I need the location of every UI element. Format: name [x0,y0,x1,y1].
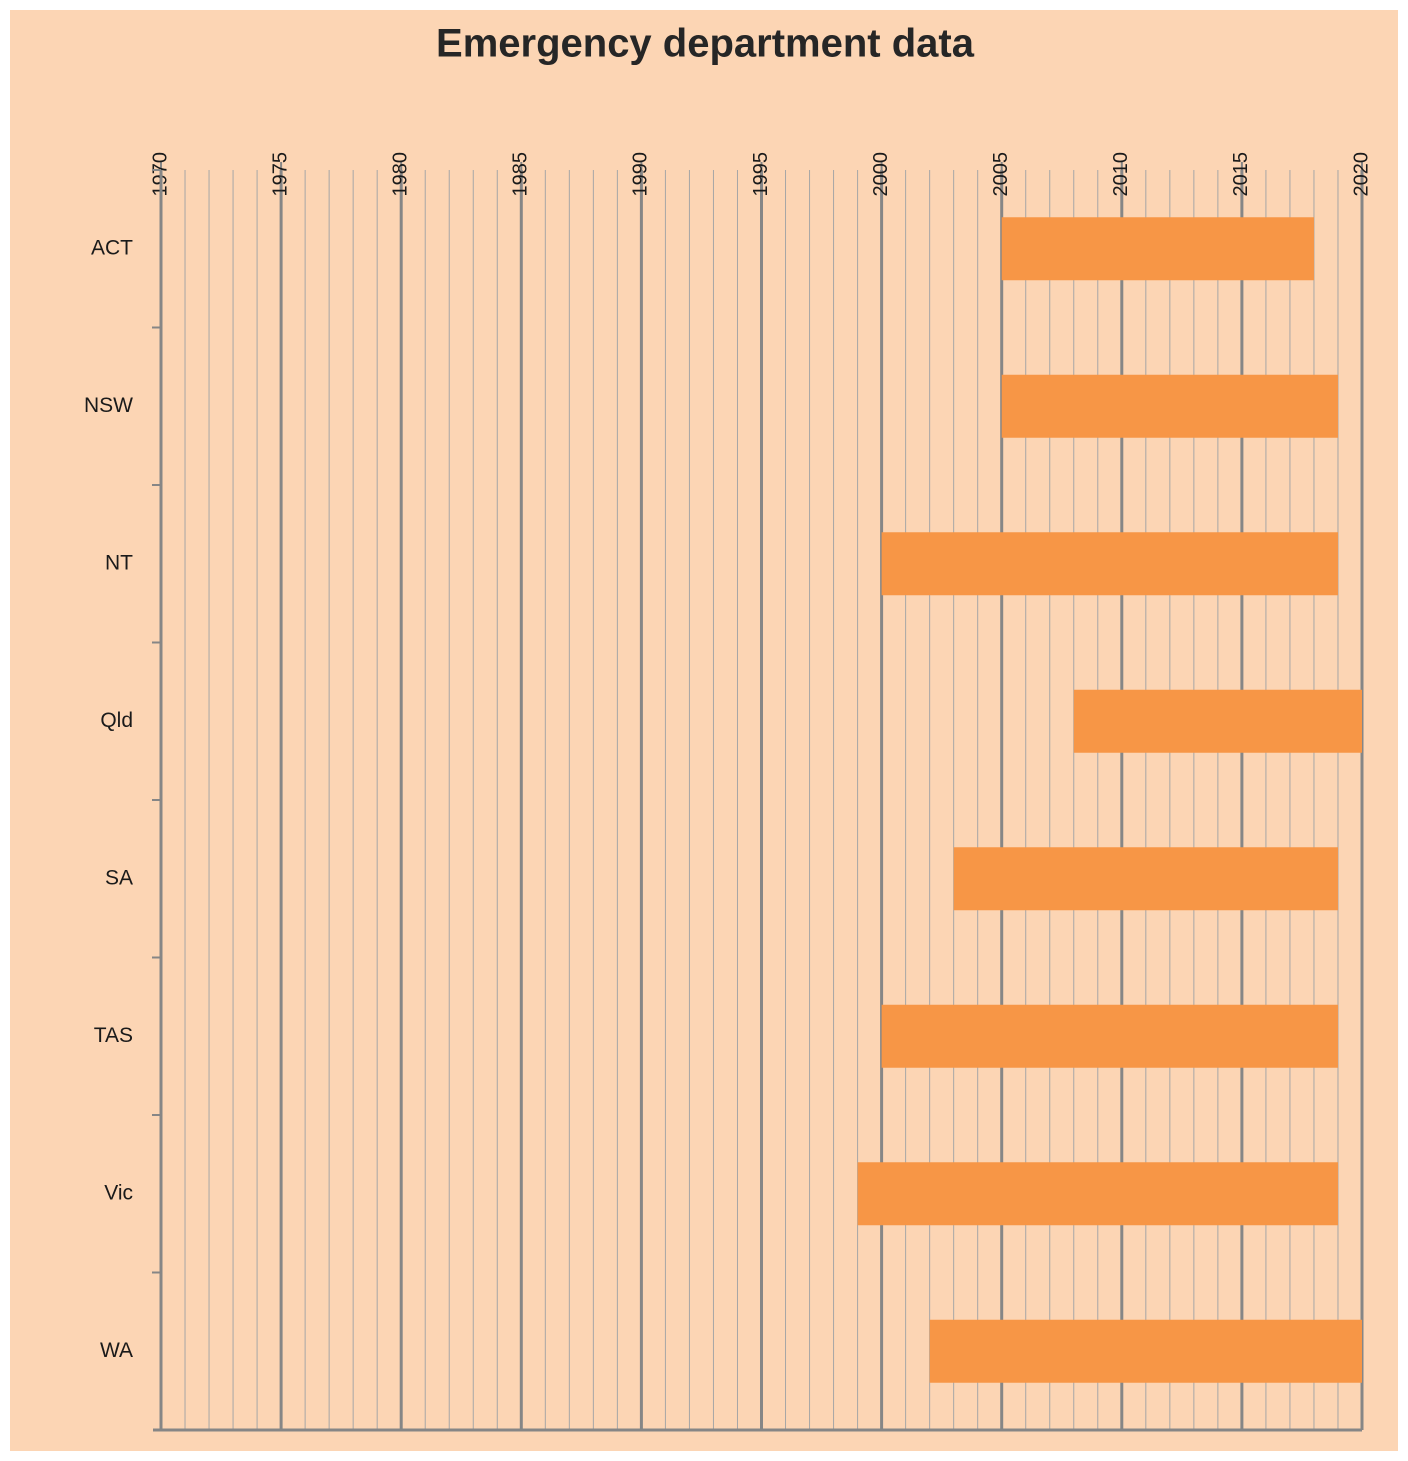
y-tick-label: Vic [104,1181,133,1204]
x-tick-label: 2000 [870,152,892,197]
x-tick-label: 1975 [269,152,291,197]
chart-title: Emergency department data [436,22,975,66]
x-tick-label: 2005 [990,152,1012,197]
x-tick-label: 1985 [510,152,532,197]
x-tick-label: 2015 [1230,152,1252,197]
y-tick-label: WA [100,1339,133,1362]
bar [857,1162,1338,1226]
bar [1001,374,1338,438]
bar [881,1004,1338,1068]
x-tick-label: 1980 [389,152,411,197]
bar [1001,217,1314,281]
y-tick-label: NT [105,551,133,574]
x-tick-label: 1995 [750,152,772,197]
y-tick-label: NSW [84,394,133,417]
y-tick-label: ACT [91,236,133,259]
x-tick-label: 1990 [630,152,652,197]
x-tick-label: 2020 [1350,152,1372,197]
x-tick-label: 2010 [1110,152,1132,197]
bar [1073,689,1362,753]
bar [953,847,1338,911]
y-tick-label: Qld [100,709,133,732]
bar [881,532,1338,596]
y-tick-label: SA [105,866,133,889]
y-tick-label: TAS [94,1024,133,1047]
bar [929,1319,1362,1383]
